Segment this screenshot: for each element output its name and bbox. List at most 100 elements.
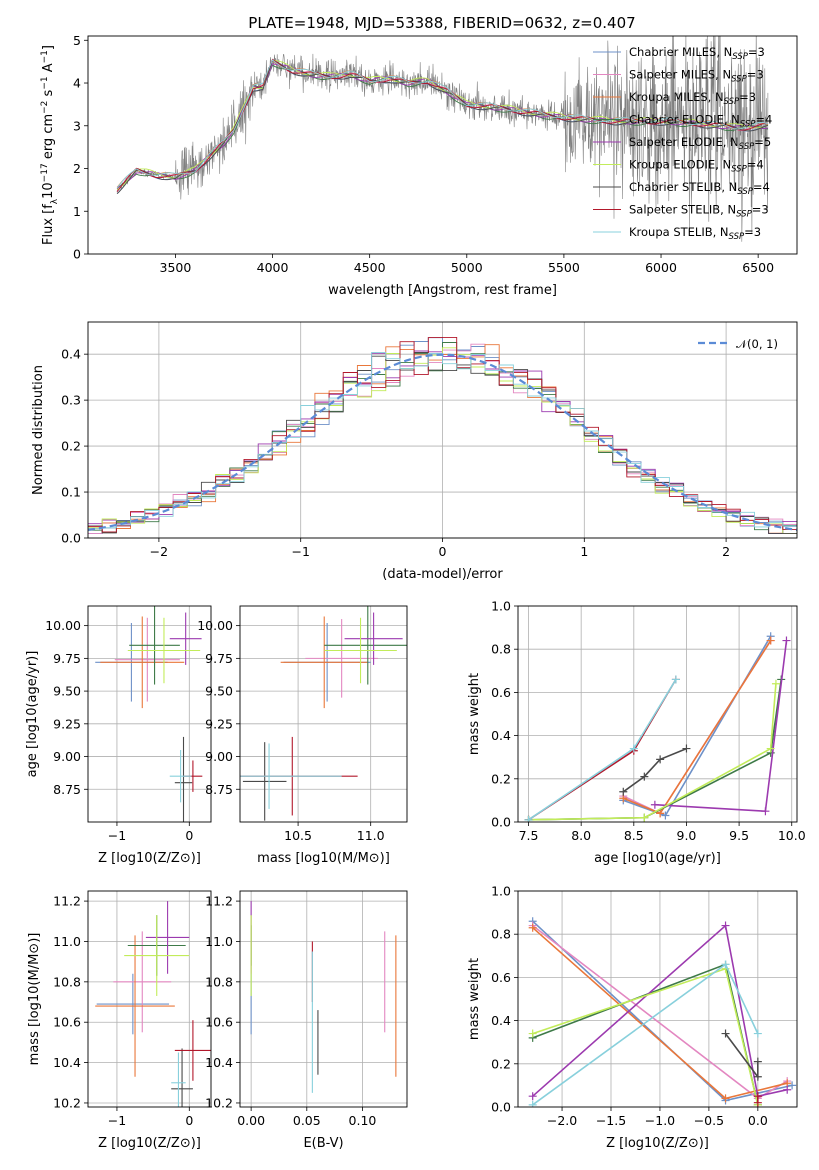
residuals-xlabel: (data-model)/error	[382, 567, 503, 582]
spectrum-xtick-label: 5500	[548, 260, 580, 275]
age_vs_Z-xtick-label: −1	[108, 828, 126, 843]
mass_vs_Z-ylabel: mass [log10(M/M⊙)]	[27, 933, 42, 1066]
figure-title: PLATE=1948, MJD=53388, FIBERID=0632, z=0…	[248, 14, 635, 32]
legend-label: Kroupa ELODIE, N	[629, 158, 731, 172]
weight_vs_Z-marker-0	[788, 1081, 797, 1090]
weight_vs_Z-marker-6	[753, 1072, 762, 1081]
weight_vs_age-xtick-label: 7.5	[519, 828, 539, 843]
weight_vs_age-ytick-label: 0.6	[491, 685, 511, 700]
age_vs_Z-ytick-label: 9.75	[53, 651, 81, 666]
mass_vs_EBV-xtick-label: 0.05	[293, 1113, 321, 1128]
mass_vs_Z-ytick-label: 10.2	[53, 1095, 81, 1110]
spectrum-ylabel-part: −1	[40, 50, 50, 63]
spectrum-plot-area	[116, 36, 769, 242]
weight_vs_Z-ylabel: mass weight	[467, 958, 482, 1040]
age_vs_Z-ytick-label: 9.00	[53, 749, 81, 764]
mass_vs_EBV-plot-area	[250, 901, 397, 1093]
weight_vs_Z-marker-4	[528, 1092, 537, 1101]
age_vs_mass-xlabel: mass [log10(M/M⊙)]	[257, 851, 390, 866]
mass_vs_Z-ytick-label: 10.8	[53, 974, 81, 989]
weight_vs_age-series-4	[654, 640, 788, 813]
spectrum-xlabel: wavelength [Angstrom, rest frame]	[328, 283, 557, 298]
legend-entry-1: Salpeter MILES, NSSP=3	[629, 68, 764, 85]
weight_vs_age-marker-5	[771, 679, 780, 688]
spectrum-ytick-label: 0	[73, 247, 81, 262]
age_vs_mass-frame	[239, 605, 408, 823]
age_vs_Z-ytick-label: 10.00	[45, 618, 81, 633]
age_vs_mass-panel: 10.5 11.0 8.75 9.00 9.25 9.50 9.75 10.00 mass [l…	[197, 605, 408, 866]
legend-label: Salpeter MILES, N	[629, 68, 731, 82]
mass_vs_Z-ytick-label: 10.4	[53, 1055, 81, 1070]
weight_vs_Z-marker-8	[753, 1029, 762, 1038]
weight_vs_Z-series-5	[532, 967, 759, 1105]
weight_vs_Z-ytick-label: 0.2	[491, 1056, 511, 1071]
age_vs_Z-xlabel: Z [log10(Z/Z⊙)]	[98, 851, 201, 866]
age_vs_mass-xtick-label: 11.0	[357, 828, 385, 843]
age_vs_mass-ytick-label: 9.50	[205, 684, 233, 699]
legend-label: Kroupa STELIB, N	[629, 225, 729, 239]
mass_vs_Z-plot-area	[95, 901, 211, 1107]
legend-label: Chabrier ELODIE, N	[629, 113, 740, 127]
spectrum-xtick-label: 4000	[257, 260, 289, 275]
legend-suffix: =4	[747, 158, 764, 172]
legend-entry-2: Kroupa MILES, NSSP=3	[629, 90, 756, 107]
weight_vs_age-series-7	[528, 678, 677, 821]
mass_vs_Z-panel: −1 0 10.2 10.4 10.6 10.8 11.0 11.2 Z [log10(Z/Z⊙…	[27, 890, 212, 1151]
weight_vs_Z-marker-4	[721, 921, 730, 930]
weight_vs_age-marker-0	[661, 811, 670, 820]
legend-sub: SSP	[724, 97, 740, 107]
legend-sub: SSP	[729, 232, 745, 242]
residuals-xtick-label: −2	[150, 544, 168, 559]
weight_vs_Z-marker-7	[753, 1092, 762, 1101]
weight_vs_age-marker-2	[656, 809, 665, 818]
spectrum-ytick-label: 5	[73, 33, 81, 48]
age_vs_Z-frame	[87, 605, 212, 823]
weight_vs_age-marker-6	[640, 772, 649, 781]
spectrum-ylabel-part: −2	[40, 101, 50, 114]
weight_vs_age-marker-6	[682, 744, 691, 753]
age_vs_Z-xtick-label: 0	[185, 828, 193, 843]
legend-sub: SSP	[732, 52, 748, 62]
weight_vs_age-marker-5	[766, 744, 775, 753]
residuals-xtick-label: 2	[722, 544, 730, 559]
mass_vs_EBV-xtick-label: 0.00	[237, 1113, 265, 1128]
normal-legend-label: 𝒩(0, 1)	[736, 337, 778, 351]
mass_vs_EBV-panel: 0.00 0.05 0.10 10.2 10.4 10.6 10.8 11.0 11.2 E(B-…	[205, 890, 408, 1151]
weight_vs_age-ytick-label: 0.8	[491, 642, 511, 657]
weight_vs_age-marker-5	[640, 813, 649, 822]
residuals-ytick-label: 0.2	[61, 439, 81, 454]
weight_vs_Z-xtick-label: −1.0	[645, 1113, 675, 1128]
mass_vs_Z-ytick-label: 11.0	[53, 934, 81, 949]
weight_vs_Z-ytick-label: 0.4	[491, 1013, 511, 1028]
weight_vs_age-marker-6	[619, 787, 628, 796]
age_vs_mass-ytick-label: 9.00	[205, 749, 233, 764]
legend-entry-3: Chabrier ELODIE, NSSP=4	[629, 113, 772, 130]
legend-label: Chabrier STELIB, N	[629, 180, 737, 194]
weight_vs_age-marker-8	[524, 815, 533, 822]
weight_vs_Z-ytick-label: 0.6	[491, 970, 511, 985]
legend-label: Chabrier MILES, N	[629, 45, 732, 59]
spectrum-ylabel-part: erg cm	[41, 114, 56, 163]
residuals-ytick-label: 0.1	[61, 485, 81, 500]
age_vs_mass-ytick-label: 9.75	[205, 651, 233, 666]
weight_vs_Z-marker-4	[783, 1085, 792, 1094]
legend-label: Salpeter ELODIE, N	[629, 135, 739, 149]
weight_vs_age-marker-6	[656, 755, 665, 764]
residuals-plot-area	[88, 336, 797, 534]
residuals-ytick-label: 0.0	[61, 531, 81, 546]
weight_vs_age-marker-4	[782, 636, 791, 645]
mass_vs_Z-xtick-label: −1	[108, 1113, 126, 1128]
residuals-ylabel: Normed distribution	[31, 365, 46, 495]
legend-entry-6: Chabrier STELIB, NSSP=4	[629, 180, 770, 197]
mass_vs_EBV-frame	[239, 890, 408, 1108]
age_vs_Z-plot-area	[95, 606, 203, 822]
legend-suffix: =5	[754, 135, 771, 149]
weight_vs_age-series-6	[622, 747, 687, 793]
weight_vs_Z-marker-2	[721, 1094, 730, 1103]
legend-sub: SSP	[737, 187, 753, 197]
mass_vs_EBV-ytick-label: 10.8	[205, 974, 233, 989]
weight_vs_age-marker-8	[629, 744, 638, 753]
weight_vs_age-xlabel: age [log10(age/yr)]	[594, 851, 721, 866]
spectrum-xtick-label: 4500	[354, 260, 386, 275]
